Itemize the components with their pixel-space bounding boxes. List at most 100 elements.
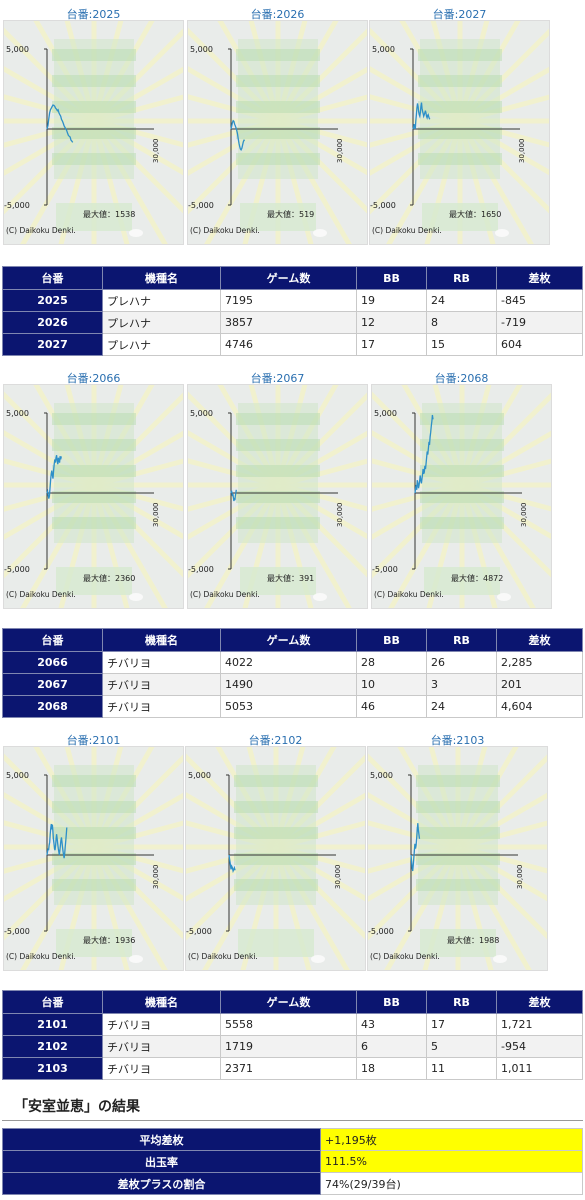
diff-cell: -845 (496, 289, 583, 312)
max-value-label: 最大値：1988 (447, 935, 499, 945)
diff-cell: -954 (496, 1035, 583, 1058)
graph-card[interactable]: 台番:2067 5,000 -5,000 30,000 最大値：391 (C) Daik… (187, 364, 368, 609)
column-header: ゲーム数 (220, 628, 357, 652)
max-value-label: 最大値：2360 (83, 573, 135, 583)
slump-line (412, 102, 431, 130)
y-min-label: -5,000 (4, 201, 30, 210)
slump-graph: 5,000 -5,000 30,000 最大値：519 (C) Daikoku Denk… (187, 20, 368, 245)
graph-title[interactable]: 台番:2025 (66, 8, 121, 21)
graph-title[interactable]: 台番:2067 (250, 372, 305, 385)
rb-cell: 24 (426, 695, 497, 718)
bb-cell: 28 (356, 651, 427, 674)
graph-row-3: 台番:2101 5,000 -5,000 30,000 最大値：1936 (C) Dai… (0, 726, 585, 971)
graph-card[interactable]: 台番:2026 5,000 -5,000 30,000 最大値：519 (C) Daik… (187, 0, 368, 245)
graph-card[interactable]: 台番:2027 5,000 -5,000 30,000 最大値：1650 (C) Dai… (369, 0, 550, 245)
graph-title[interactable]: 台番:2102 (248, 734, 303, 747)
x-max-label: 30,000 (334, 865, 342, 890)
diff-cell: 604 (496, 333, 583, 356)
machine-number-cell[interactable]: 2067 (2, 673, 103, 696)
column-header: BB (356, 990, 427, 1014)
slump-graph: 5,000 -5,000 30,000 最大値：2360 (C) Daikoku Den… (3, 384, 184, 609)
graph-title[interactable]: 台番:2027 (432, 8, 487, 21)
bb-cell: 43 (356, 1013, 427, 1036)
bb-cell: 12 (356, 311, 427, 334)
copyright-text: (C) Daikoku Denki. (6, 590, 76, 599)
diff-cell: 201 (496, 673, 583, 696)
table-header-row: 台番 機種名 ゲーム数 BB RB 差枚 (2, 266, 583, 290)
column-header: ゲーム数 (220, 266, 357, 290)
max-value-label: 最大値：1936 (83, 935, 135, 945)
graph-axes (44, 412, 154, 570)
rb-cell: 24 (426, 289, 497, 312)
graph-svg: 5,000 -5,000 30,000 (C) Daikoku Denki. (186, 747, 365, 970)
rb-cell: 26 (426, 651, 497, 674)
diff-cell: 2,285 (496, 651, 583, 674)
summary-row: 出玉率 111.5% (2, 1150, 583, 1173)
y-max-label: 5,000 (6, 771, 29, 780)
diff-cell: -719 (496, 311, 583, 334)
summary-value: 74%(29/39台) (320, 1172, 583, 1195)
graph-svg: 5,000 -5,000 30,000 最大値：391 (C) Daikoku Denk… (188, 385, 367, 608)
machine-number-cell[interactable]: 2101 (2, 1013, 103, 1036)
graph-axes (408, 774, 518, 932)
rb-cell: 11 (426, 1057, 497, 1080)
copyright-text: (C) Daikoku Denki. (374, 590, 444, 599)
graph-axes (410, 48, 520, 206)
game-count-cell: 4746 (220, 333, 357, 356)
graph-title[interactable]: 台番:2068 (434, 372, 489, 385)
graph-title[interactable]: 台番:2101 (66, 734, 121, 747)
y-min-label: -5,000 (188, 565, 214, 574)
graph-card[interactable]: 台番:2101 5,000 -5,000 30,000 最大値：1936 (C) Dai… (3, 726, 184, 971)
graph-title[interactable]: 台番:2103 (430, 734, 485, 747)
graph-background (188, 21, 367, 244)
graph-card[interactable]: 台番:2102 5,000 -5,000 30,000 (C) Daikoku Den… (185, 726, 366, 971)
summary-label: 出玉率 (2, 1150, 321, 1173)
column-header: RB (426, 266, 497, 290)
machine-number-cell[interactable]: 2068 (2, 695, 103, 718)
table-row: 2103 チバリヨ 2371 18 11 1,011 (2, 1057, 583, 1080)
graph-card[interactable]: 台番:2103 5,000 -5,000 30,000 最大値：1988 (C) Dai… (367, 726, 548, 971)
table-header-row: 台番 機種名 ゲーム数 BB RB 差枚 (2, 990, 583, 1014)
column-header: RB (426, 628, 497, 652)
graph-card[interactable]: 台番:2025 5,000 -5,000 30,000 最大値：1538 (C) Dai… (3, 0, 184, 245)
graph-svg: 5,000 -5,000 30,000 最大値：2360 (C) Daikoku Den… (4, 385, 183, 608)
machine-number-cell[interactable]: 2103 (2, 1057, 103, 1080)
machine-number-cell[interactable]: 2102 (2, 1035, 103, 1058)
table-row: 2066 チバリヨ 4022 28 26 2,285 (2, 651, 583, 674)
machine-number-cell[interactable]: 2026 (2, 311, 103, 334)
table-row: 2101 チバリヨ 5558 43 17 1,721 (2, 1013, 583, 1036)
graph-card[interactable]: 台番:2066 5,000 -5,000 30,000 最大値：2360 (C) Dai… (3, 364, 184, 609)
y-min-label: -5,000 (370, 201, 396, 210)
model-name-cell: プレハナ (102, 289, 221, 312)
machine-number-cell[interactable]: 2027 (2, 333, 103, 356)
column-header: 機種名 (102, 266, 221, 290)
machine-table: 台番 機種名 ゲーム数 BB RB 差枚 2101 チバリヨ 5558 43 17 1,721 2102… (2, 990, 583, 1080)
diff-cell: 1,721 (496, 1013, 583, 1036)
bb-cell: 10 (356, 673, 427, 696)
rb-cell: 8 (426, 311, 497, 334)
table-row: 2027 プレハナ 4746 17 15 604 (2, 333, 583, 356)
graph-title[interactable]: 台番:2066 (66, 372, 121, 385)
slump-graph: 5,000 -5,000 30,000 最大値：1936 (C) Daikoku Den… (3, 746, 184, 971)
slump-line (46, 104, 74, 143)
model-name-cell: チバリヨ (102, 1013, 221, 1036)
graph-title[interactable]: 台番:2026 (250, 8, 305, 21)
copyright-text: (C) Daikoku Denki. (370, 952, 440, 961)
graph-background (186, 747, 365, 970)
bb-cell: 17 (356, 333, 427, 356)
graph-card[interactable]: 台番:2068 5,000 -5,000 30,000 最大値：4872 (C) Dai… (371, 364, 552, 609)
model-name-cell: チバリヨ (102, 673, 221, 696)
slump-line (230, 489, 237, 502)
game-count-cell: 1719 (220, 1035, 357, 1058)
machine-table: 台番 機種名 ゲーム数 BB RB 差枚 2066 チバリヨ 4022 28 26 2,285 2067… (2, 628, 583, 718)
rb-cell: 3 (426, 673, 497, 696)
graph-svg: 5,000 -5,000 30,000 最大値：1988 (C) Daikoku Den… (368, 747, 547, 970)
slump-graph: 5,000 -5,000 30,000 最大値：1988 (C) Daikoku Den… (367, 746, 548, 971)
game-count-cell: 5053 (220, 695, 357, 718)
bb-cell: 6 (356, 1035, 427, 1058)
x-max-label: 30,000 (152, 139, 160, 164)
machine-number-cell[interactable]: 2066 (2, 651, 103, 674)
diff-cell: 4,604 (496, 695, 583, 718)
summary-value: 111.5% (320, 1150, 583, 1173)
machine-number-cell[interactable]: 2025 (2, 289, 103, 312)
